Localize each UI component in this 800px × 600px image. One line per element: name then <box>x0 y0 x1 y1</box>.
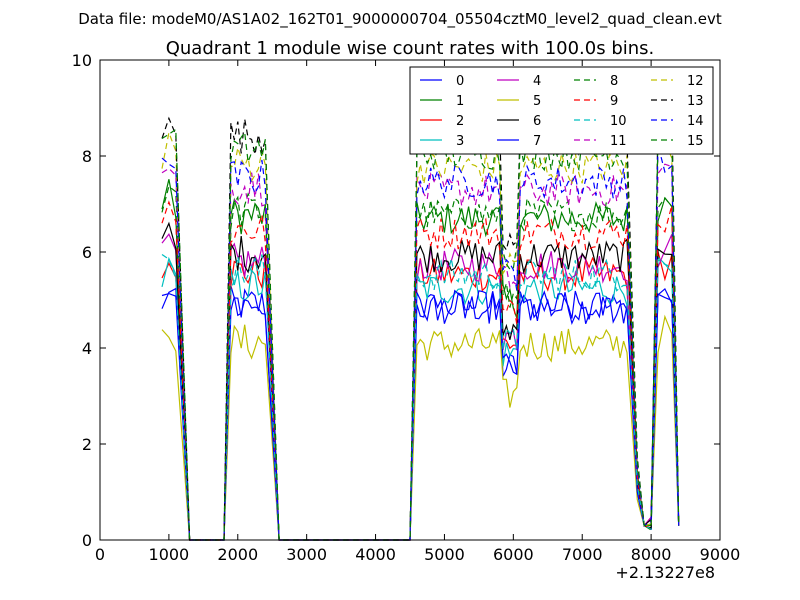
series-line-12 <box>161 130 680 541</box>
legend-label-2: 2 <box>456 114 464 129</box>
x-tick-label: 7000 <box>562 545 603 564</box>
legend-label-5: 5 <box>533 94 541 109</box>
legend-label-8: 8 <box>610 74 618 89</box>
y-tick-label: 0 <box>82 531 92 550</box>
series-line-14 <box>161 144 680 541</box>
y-tick-label: 8 <box>82 147 92 166</box>
series-line-10 <box>161 254 680 541</box>
series-line-5 <box>161 314 680 541</box>
x-tick-label: 3000 <box>286 545 327 564</box>
x-tick-label: 1000 <box>149 545 190 564</box>
series-line-6 <box>161 221 680 541</box>
legend-label-13: 13 <box>687 94 704 109</box>
x-tick-label: 2000 <box>217 545 258 564</box>
series-line-0 <box>161 285 680 541</box>
legend-label-11: 11 <box>610 134 627 149</box>
legend-label-15: 15 <box>687 134 704 149</box>
legend-label-6: 6 <box>533 114 541 129</box>
x-tick-label: 5000 <box>424 545 465 564</box>
legend-label-7: 7 <box>533 134 541 149</box>
series-line-8 <box>161 185 680 541</box>
legend-label-10: 10 <box>610 114 627 129</box>
legend-label-0: 0 <box>456 74 464 89</box>
legend-label-9: 9 <box>610 94 618 109</box>
series-line-2 <box>161 251 680 541</box>
legend-label-14: 14 <box>687 114 704 129</box>
series-line-1 <box>161 179 680 541</box>
y-tick-label: 10 <box>72 51 92 70</box>
x-tick-label: 6000 <box>493 545 534 564</box>
chart-title: Quadrant 1 module wise count rates with … <box>166 38 655 59</box>
series-line-15 <box>161 128 680 541</box>
plot-frame <box>99 59 721 541</box>
legend-label-12: 12 <box>687 74 704 89</box>
x-tick-label: 8000 <box>631 545 672 564</box>
legend-label-3: 3 <box>456 134 464 149</box>
x-tick-label: 0 <box>95 545 105 564</box>
series-line-7 <box>161 287 680 541</box>
x-tick-label: 9000 <box>700 545 741 564</box>
y-tick-label: 4 <box>82 339 92 358</box>
y-tick-label: 2 <box>82 435 92 454</box>
legend-label-1: 1 <box>456 94 464 109</box>
chart-suptitle: Data file: modeM0/AS1A02_162T01_90000007… <box>78 10 722 29</box>
plot-lines <box>161 104 680 541</box>
x-offset-label: +2.13227e8 <box>615 563 715 582</box>
series-line-3 <box>161 255 680 541</box>
series-line-9 <box>161 200 680 541</box>
legend-label-4: 4 <box>533 74 541 89</box>
axes-ticks: 0 1000 2000 3000 4000 5000 6000 7000 8000 9000 0 2 4… <box>72 51 741 564</box>
y-tick-label: 6 <box>82 243 92 262</box>
x-tick-label: 4000 <box>355 545 396 564</box>
